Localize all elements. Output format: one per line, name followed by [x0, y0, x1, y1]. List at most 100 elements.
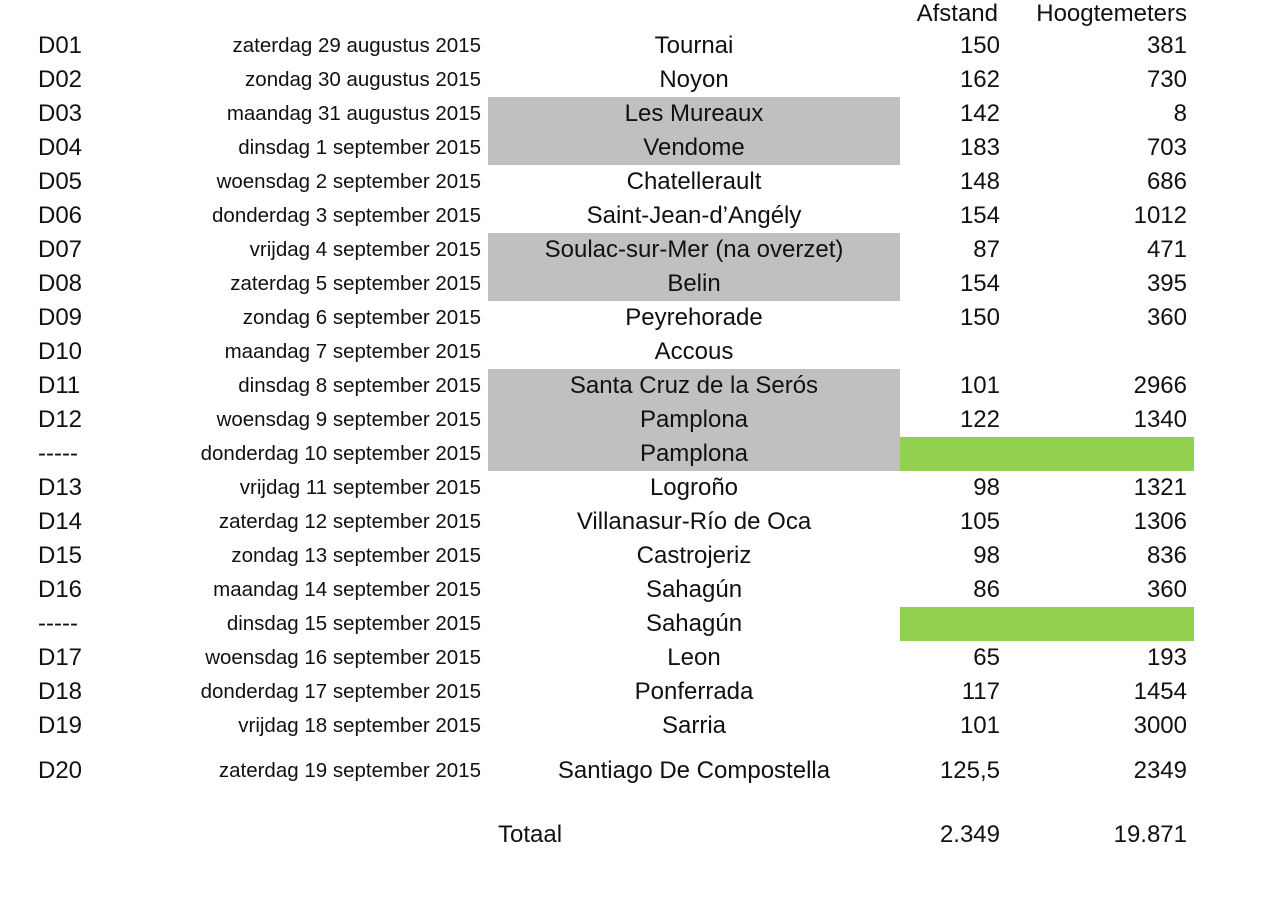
stage-date: zaterdag 5 september 2015	[230, 272, 481, 295]
stage-code: D10	[38, 338, 83, 365]
stage-distance: 148	[959, 168, 1000, 195]
table-row: D04 dinsdag 1 september 2015 Vendome 183 703	[0, 131, 1276, 165]
stage-elevation	[1000, 335, 1187, 369]
stage-date: dinsdag 15 september 2015	[226, 612, 481, 635]
table-row: D07 vrijdag 4 september 2015 Soulac-sur-Me…	[0, 233, 1276, 267]
header-afstand: Afstand	[916, 0, 998, 27]
stage-elevation: 2349	[1133, 757, 1187, 784]
table-row: ----- donderdag 10 september 2015 Pamplona	[0, 437, 1276, 471]
table-row: D20 zaterdag 19 september 2015 Santiago De…	[0, 743, 1276, 789]
stage-date: vrijdag 18 september 2015	[238, 714, 481, 737]
stage-code: -----	[38, 440, 78, 467]
stage-city: Tournai	[654, 32, 734, 59]
stage-city: Noyon	[659, 66, 729, 93]
stage-date: vrijdag 11 september 2015	[239, 476, 481, 499]
stage-distance: 142	[959, 100, 1000, 127]
stage-table: D01 zaterdag 29 augustus 2015 Tournai 150 38…	[0, 29, 1276, 789]
stage-elevation: 1321	[1133, 474, 1187, 501]
stage-date: zaterdag 12 september 2015	[218, 510, 481, 533]
table-row: D05 woensdag 2 september 2015 Chatelleraul…	[0, 165, 1276, 199]
table-row: D01 zaterdag 29 augustus 2015 Tournai 150 38…	[0, 29, 1276, 63]
stage-distance: 154	[959, 202, 1000, 229]
stage-code: D08	[38, 270, 83, 297]
stage-code: D20	[38, 757, 83, 784]
stage-elevation: 360	[1146, 304, 1187, 331]
stage-city: Chatellerault	[626, 168, 762, 195]
stage-code: D17	[38, 644, 83, 671]
stage-distance: 98	[973, 474, 1000, 501]
table-row: D16 maandag 14 september 2015 Sahagún 86 360	[0, 573, 1276, 607]
stage-code: D07	[38, 236, 83, 263]
stage-city: Accous	[654, 338, 734, 365]
stage-date: woensdag 2 september 2015	[216, 170, 481, 193]
stage-distance: 125,5	[939, 757, 1000, 784]
stage-elevation: 193	[1146, 644, 1187, 671]
stage-code: D03	[38, 100, 83, 127]
stage-distance: 87	[973, 236, 1000, 263]
stage-city: Leon	[667, 644, 721, 671]
stage-city: Santiago De Compostella	[557, 757, 831, 784]
stage-code: D11	[38, 372, 81, 399]
stage-distance: 86	[973, 576, 1000, 603]
stage-date: dinsdag 8 september 2015	[238, 374, 481, 397]
table-row: ----- dinsdag 15 september 2015 Sahagún	[0, 607, 1276, 641]
stage-elevation: 360	[1146, 576, 1187, 603]
stage-city: Sahagún	[645, 576, 743, 603]
table-row: D03 maandag 31 augustus 2015 Les Mureaux 14…	[0, 97, 1276, 131]
stage-elevation: 730	[1146, 66, 1187, 93]
stage-date: maandag 7 september 2015	[224, 340, 481, 363]
stage-date: woensdag 16 september 2015	[205, 646, 481, 669]
stage-distance: 98	[973, 542, 1000, 569]
table-row: D14 zaterdag 12 september 2015 Villanasur-…	[0, 505, 1276, 539]
table-row: D17 woensdag 16 september 2015 Leon 65 193	[0, 641, 1276, 675]
stage-elevation: 395	[1146, 270, 1187, 297]
table-row: D18 donderdag 17 september 2015 Ponferrada…	[0, 675, 1276, 709]
stage-city: Villanasur-Río de Oca	[576, 508, 812, 535]
stage-distance: 154	[959, 270, 1000, 297]
stage-elevation: 1306	[1133, 508, 1187, 535]
stage-elevation: 3000	[1133, 712, 1187, 739]
stage-city: Vendome	[488, 131, 900, 165]
stage-distance: 65	[973, 644, 1000, 671]
stage-distance: 101	[959, 712, 1000, 739]
stage-elevation: 471	[1146, 236, 1187, 263]
stage-code: D02	[38, 66, 83, 93]
stage-elevation: 2966	[1133, 372, 1187, 399]
table-row: D06 donderdag 3 september 2015 Saint-Jean-…	[0, 199, 1276, 233]
stage-date: dinsdag 1 september 2015	[238, 136, 481, 159]
stage-elevation: 1454	[1133, 678, 1187, 705]
stage-code: D13	[38, 474, 83, 501]
table-row: D12 woensdag 9 september 2015 Pamplona 122 1…	[0, 403, 1276, 437]
stage-date: donderdag 10 september 2015	[200, 442, 481, 465]
stage-code: D18	[38, 678, 83, 705]
stage-date: zaterdag 19 september 2015	[218, 759, 481, 782]
table-row: D02 zondag 30 augustus 2015 Noyon 162 730	[0, 63, 1276, 97]
stage-date: maandag 14 september 2015	[213, 578, 481, 601]
total-elevation: 19.871	[1113, 821, 1187, 848]
stage-elevation: 686	[1146, 168, 1187, 195]
stage-date: maandag 31 augustus 2015	[226, 102, 481, 125]
table-row: D11 dinsdag 8 september 2015 Santa Cruz de…	[0, 369, 1276, 403]
stage-city: Pamplona	[488, 437, 900, 471]
total-distance: 2.349	[939, 821, 1000, 848]
stage-code: D16	[38, 576, 83, 603]
stage-code: D15	[38, 542, 83, 569]
stage-date: donderdag 17 september 2015	[200, 680, 481, 703]
stage-elevation: 1340	[1133, 406, 1187, 433]
stage-city: Logroño	[649, 474, 739, 501]
stage-elevation: 703	[1146, 134, 1187, 161]
total-label: Totaal	[498, 821, 563, 848]
stage-city: Peyrehorade	[625, 304, 763, 331]
stage-distance: 117	[961, 678, 1000, 705]
table-row: D19 vrijdag 18 september 2015 Sarria 101 300…	[0, 709, 1276, 743]
stage-distance: 122	[959, 406, 1000, 433]
stage-elevation	[1000, 607, 1187, 641]
stage-elevation	[1000, 437, 1187, 471]
stage-distance: 101	[959, 372, 1000, 399]
table-row: D09 zondag 6 september 2015 Peyrehorade 150…	[0, 301, 1276, 335]
stage-date: zondag 30 augustus 2015	[245, 68, 481, 91]
rest-day-highlight	[900, 607, 1194, 641]
stage-date: zondag 13 september 2015	[231, 544, 481, 567]
stage-distance: 162	[959, 66, 1000, 93]
stage-city: Soulac-sur-Mer (na overzet)	[488, 233, 900, 267]
